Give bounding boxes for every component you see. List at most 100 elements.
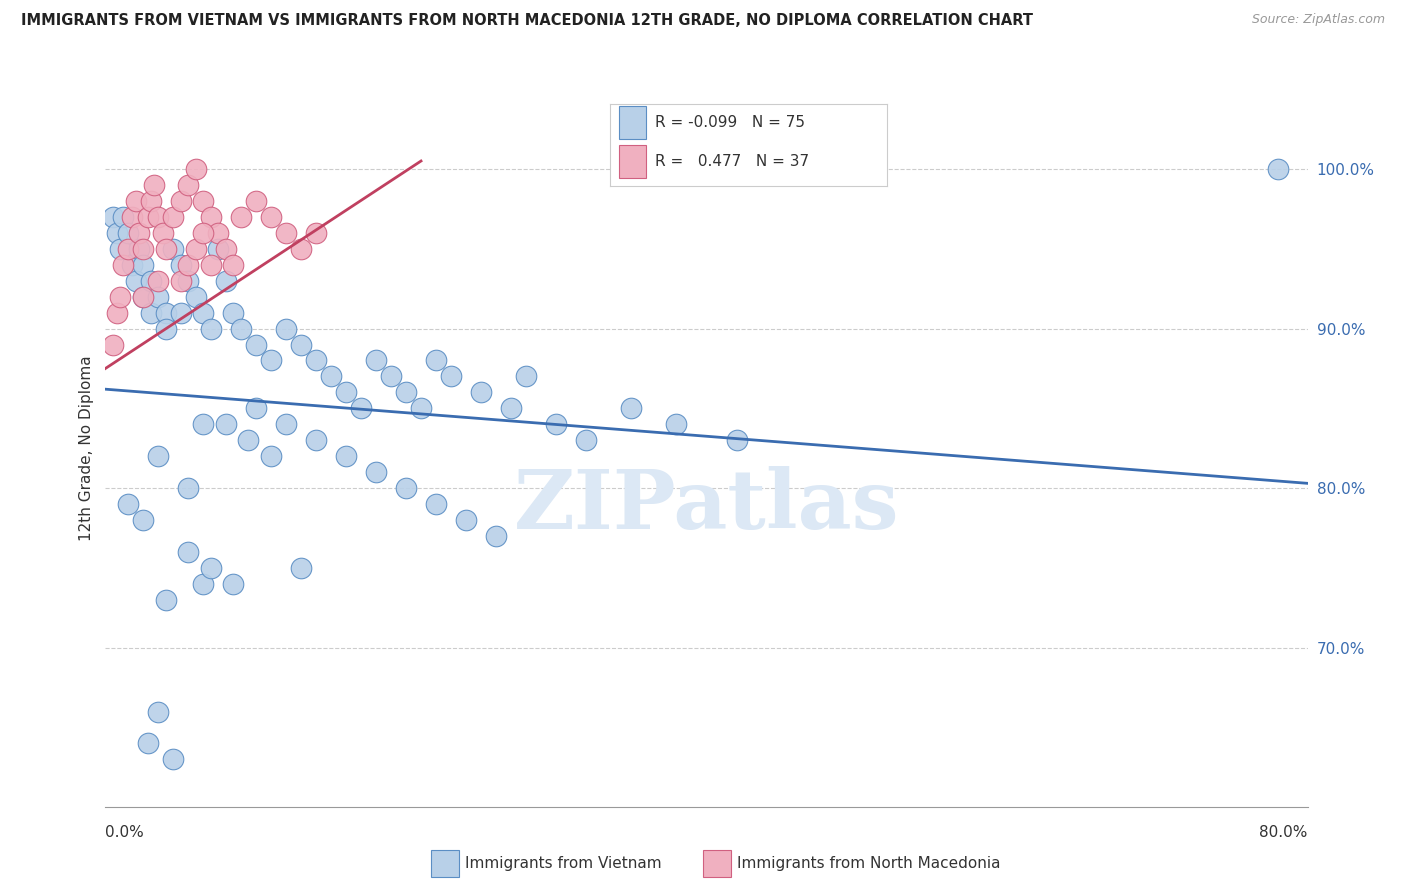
Point — [260, 449, 283, 463]
Point — [214, 417, 236, 432]
Point — [725, 434, 748, 448]
Point — [124, 274, 146, 288]
Point — [335, 449, 357, 463]
Point — [177, 178, 200, 192]
Point — [107, 226, 129, 240]
Point — [350, 401, 373, 416]
Point — [238, 434, 260, 448]
Point — [425, 353, 447, 368]
Bar — [430, 850, 458, 877]
Point — [184, 290, 207, 304]
Point — [575, 434, 598, 448]
Point — [364, 465, 387, 479]
Point — [305, 353, 328, 368]
Text: Source: ZipAtlas.com: Source: ZipAtlas.com — [1251, 13, 1385, 27]
Point — [132, 242, 155, 256]
Point — [501, 401, 523, 416]
Point — [132, 513, 155, 527]
Point — [245, 337, 267, 351]
Point — [162, 242, 184, 256]
Point — [155, 242, 177, 256]
Text: Immigrants from North Macedonia: Immigrants from North Macedonia — [737, 855, 1001, 871]
Bar — [619, 145, 647, 178]
Text: R = -0.099   N = 75: R = -0.099 N = 75 — [655, 115, 804, 130]
Point — [191, 577, 214, 591]
Point — [274, 226, 297, 240]
Point — [112, 210, 135, 224]
Text: IMMIGRANTS FROM VIETNAM VS IMMIGRANTS FROM NORTH MACEDONIA 12TH GRADE, NO DIPLOM: IMMIGRANTS FROM VIETNAM VS IMMIGRANTS FR… — [21, 13, 1033, 29]
Point — [454, 513, 477, 527]
Point — [169, 274, 191, 288]
Point — [128, 226, 150, 240]
Point — [169, 194, 191, 208]
Point — [470, 385, 492, 400]
Point — [177, 545, 200, 559]
Point — [136, 736, 159, 750]
Point — [177, 481, 200, 495]
Point — [146, 705, 169, 719]
Point — [290, 242, 312, 256]
Point — [169, 305, 191, 319]
Point — [1267, 161, 1289, 176]
Point — [515, 369, 537, 384]
Point — [274, 321, 297, 335]
Point — [274, 417, 297, 432]
Text: ZIPatlas: ZIPatlas — [513, 466, 900, 546]
Point — [142, 178, 165, 192]
Text: 80.0%: 80.0% — [1260, 825, 1308, 840]
Bar — [703, 850, 731, 877]
Point — [200, 210, 222, 224]
Point — [162, 210, 184, 224]
Point — [101, 210, 124, 224]
Point — [207, 226, 229, 240]
Point — [155, 305, 177, 319]
Point — [214, 274, 236, 288]
Point — [132, 290, 155, 304]
Point — [191, 226, 214, 240]
Point — [136, 210, 159, 224]
Point — [121, 210, 143, 224]
Point — [260, 210, 283, 224]
Point — [229, 210, 252, 224]
Point — [146, 290, 169, 304]
Point — [117, 497, 139, 511]
Point — [364, 353, 387, 368]
Point — [146, 449, 169, 463]
Point — [121, 258, 143, 272]
Text: Immigrants from Vietnam: Immigrants from Vietnam — [465, 855, 661, 871]
Point — [132, 258, 155, 272]
Text: R =   0.477   N = 37: R = 0.477 N = 37 — [655, 153, 808, 169]
Bar — [619, 106, 647, 139]
Point — [107, 305, 129, 319]
Point — [665, 417, 688, 432]
Point — [146, 210, 169, 224]
Point — [245, 194, 267, 208]
Point — [305, 434, 328, 448]
Point — [177, 274, 200, 288]
Point — [395, 481, 418, 495]
Point — [290, 337, 312, 351]
Point — [222, 258, 245, 272]
Point — [101, 337, 124, 351]
Point — [395, 385, 418, 400]
Point — [139, 194, 162, 208]
Point — [380, 369, 402, 384]
Point — [200, 258, 222, 272]
Point — [139, 274, 162, 288]
Point — [139, 305, 162, 319]
Point — [117, 242, 139, 256]
Point — [200, 321, 222, 335]
Point — [184, 242, 207, 256]
Point — [222, 577, 245, 591]
Point — [546, 417, 568, 432]
Point — [207, 242, 229, 256]
Point — [184, 161, 207, 176]
Point — [319, 369, 342, 384]
Point — [305, 226, 328, 240]
Point — [117, 226, 139, 240]
Y-axis label: 12th Grade, No Diploma: 12th Grade, No Diploma — [79, 355, 94, 541]
Point — [245, 401, 267, 416]
Point — [485, 529, 508, 543]
Point — [620, 401, 643, 416]
Point — [214, 242, 236, 256]
